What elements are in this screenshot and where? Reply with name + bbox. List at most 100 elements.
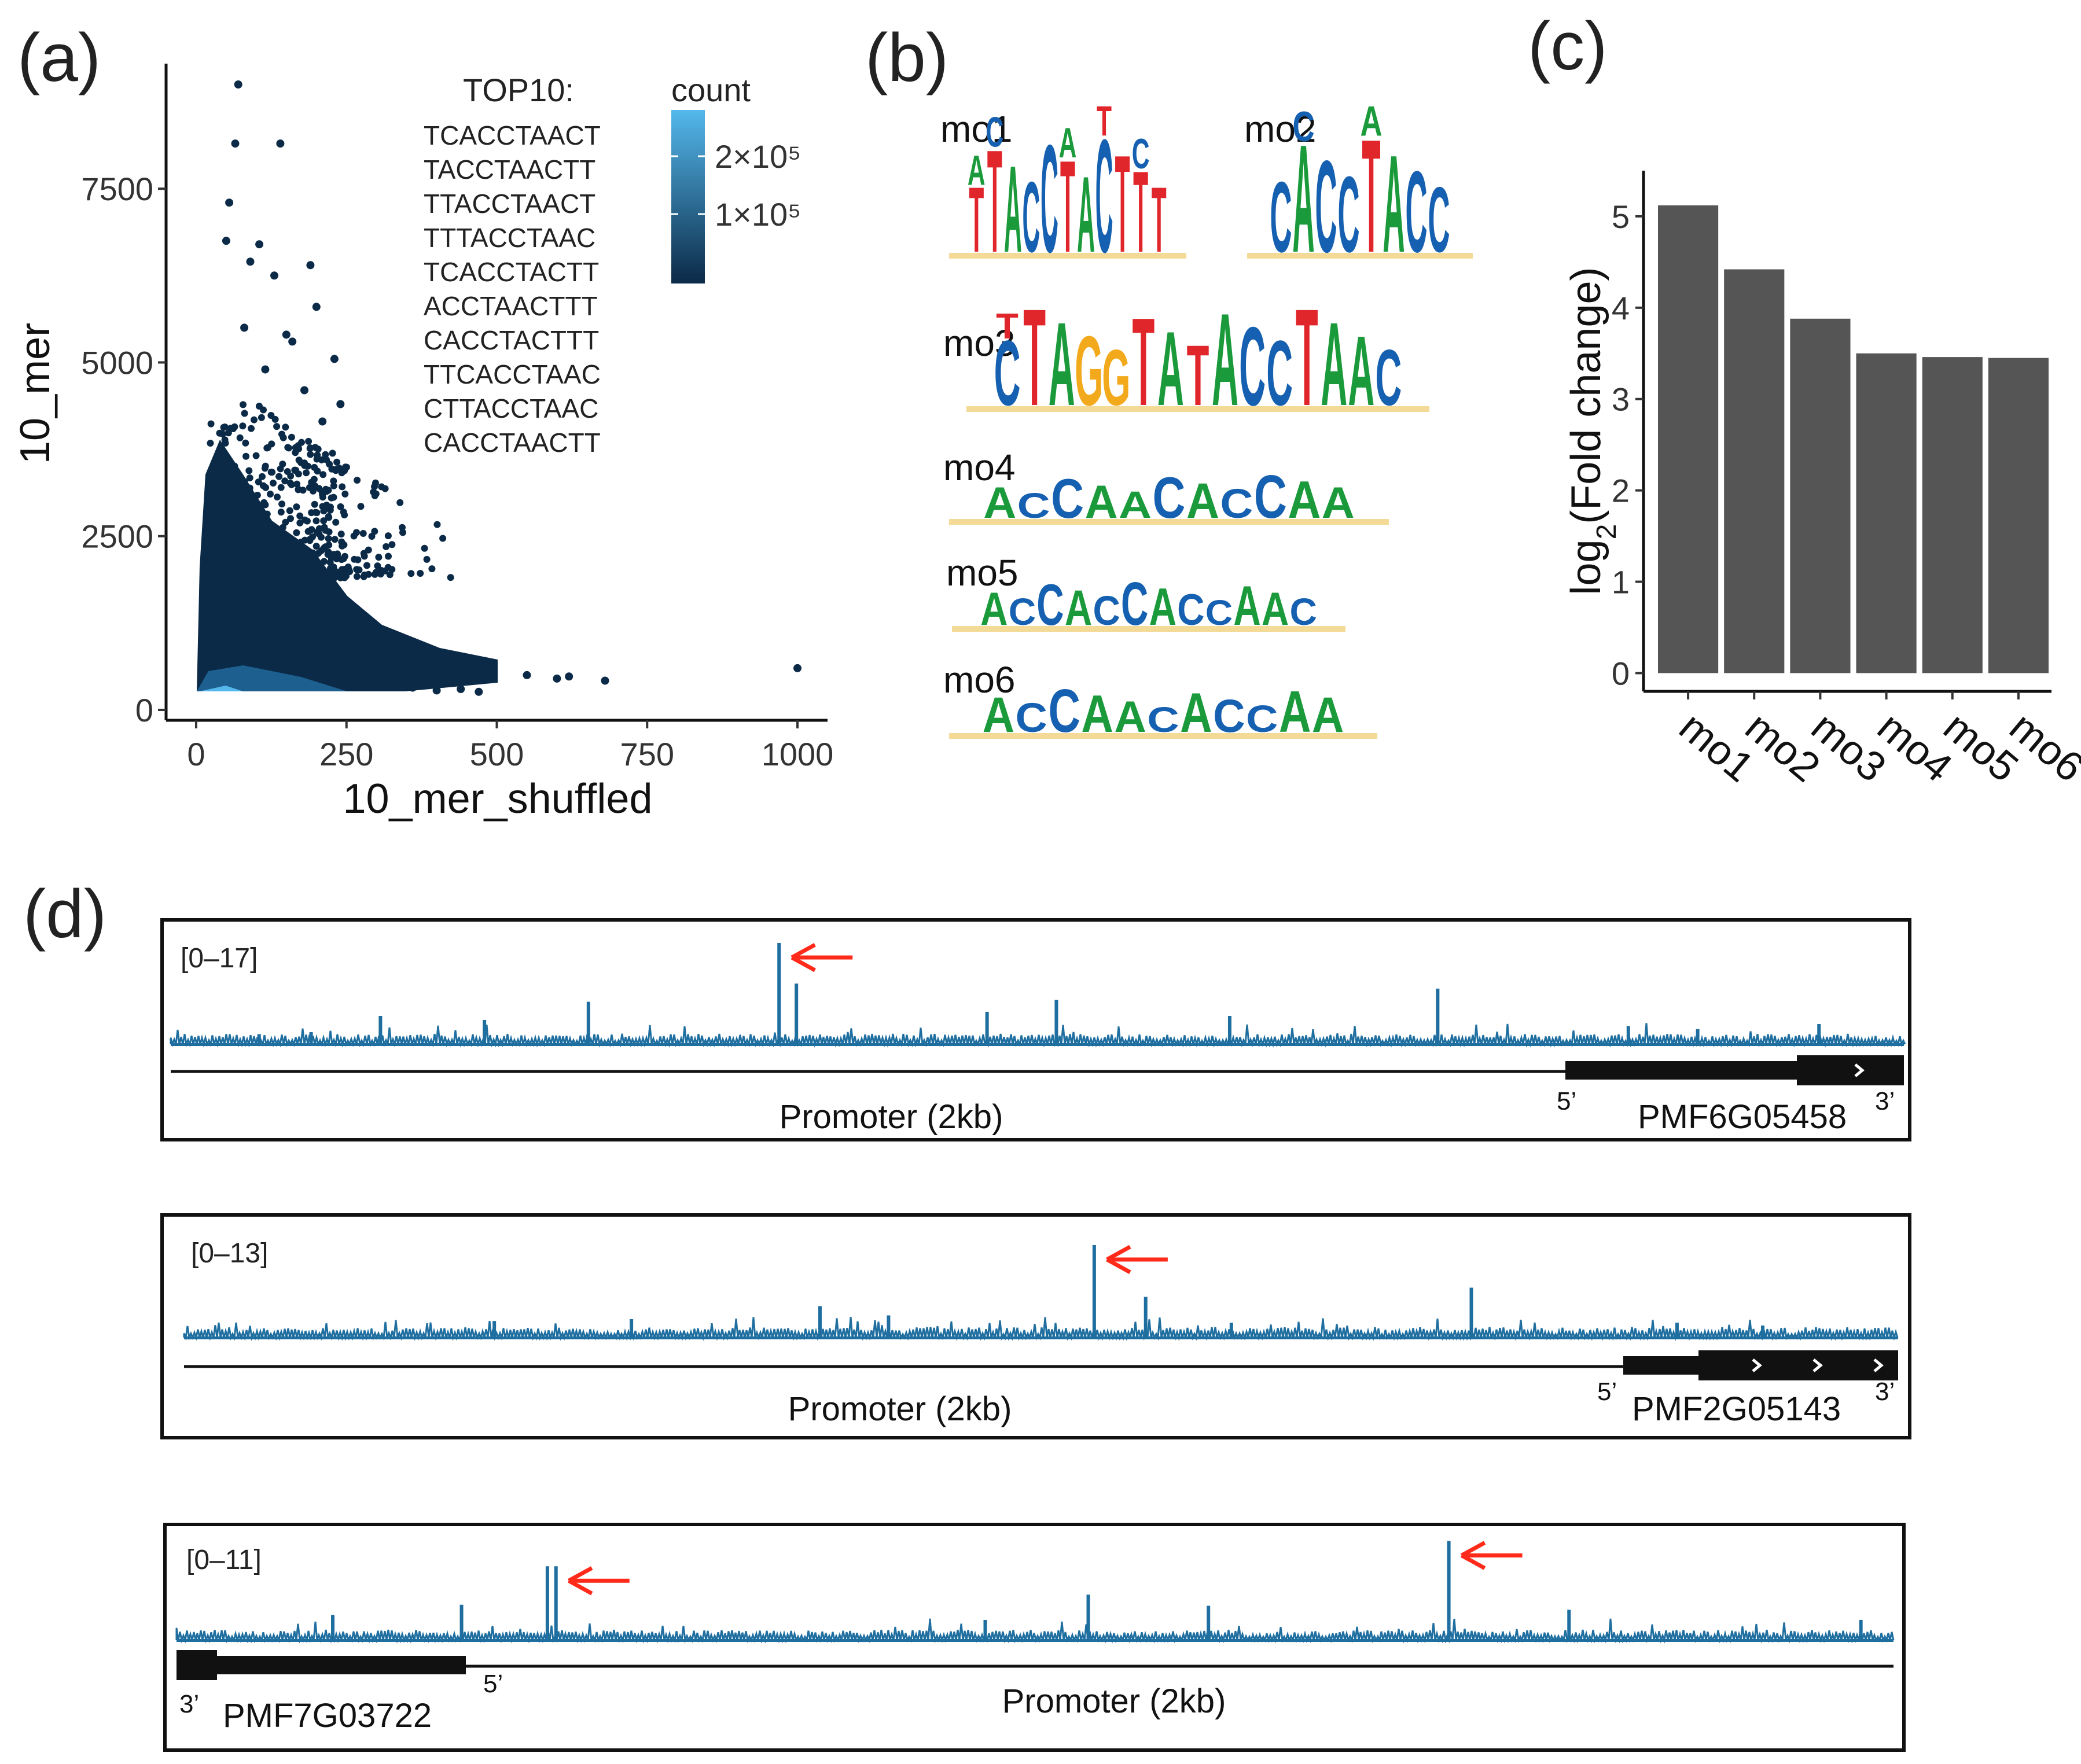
three-prime-1: 3’ bbox=[1875, 1087, 1895, 1115]
track-peak bbox=[795, 984, 799, 1044]
scatter-point bbox=[553, 674, 561, 683]
scatter-point bbox=[265, 574, 273, 581]
scatter-point bbox=[306, 574, 313, 581]
scatter-point bbox=[231, 462, 238, 470]
gene-label-2: PMF2G05143 bbox=[1632, 1390, 1841, 1428]
logo-letter: A bbox=[1321, 299, 1347, 430]
scatter-point bbox=[377, 566, 385, 574]
bar-mo5 bbox=[1922, 357, 1983, 673]
c-y-axis-title: log2(Fold change) bbox=[1563, 267, 1622, 595]
scatter-point bbox=[325, 548, 332, 556]
logo-letter: C bbox=[1036, 573, 1064, 638]
c-y-tick-label: 5 bbox=[1612, 198, 1630, 235]
track-axis bbox=[171, 1043, 1904, 1046]
scatter-point bbox=[523, 671, 531, 679]
scatter-point bbox=[242, 517, 250, 525]
logo-letter: A bbox=[1085, 476, 1118, 528]
gene-label-3: PMF7G03722 bbox=[223, 1697, 432, 1734]
scatter-point bbox=[220, 524, 228, 531]
track-2-signal bbox=[183, 1244, 1899, 1380]
scatter-point bbox=[279, 524, 286, 531]
x-ticks: 0 250 500 750 1000 bbox=[187, 720, 833, 772]
scatter-point bbox=[318, 417, 327, 426]
scatter-point bbox=[229, 498, 236, 506]
scatter-point bbox=[236, 543, 244, 550]
track-peak bbox=[378, 1016, 383, 1044]
scatter-point bbox=[282, 572, 289, 579]
scatter-point bbox=[295, 442, 302, 450]
bar-mo6 bbox=[1988, 358, 2049, 673]
logo-letter: A bbox=[1322, 478, 1355, 527]
scatter-point bbox=[421, 544, 428, 552]
scatter-point bbox=[217, 459, 225, 466]
track-peak bbox=[630, 1319, 634, 1338]
logo-letter: A bbox=[1049, 299, 1075, 430]
logo-baseline bbox=[949, 253, 1186, 259]
scatter-point bbox=[246, 474, 253, 481]
logo-letter: T bbox=[1362, 105, 1380, 286]
scatter-point bbox=[230, 520, 238, 528]
three-prime-3: 3’ bbox=[179, 1690, 199, 1718]
logo-letter: A bbox=[980, 582, 1008, 635]
track-peak bbox=[1092, 1245, 1096, 1338]
scatter-point bbox=[386, 571, 394, 579]
scatter-point bbox=[267, 412, 275, 419]
scatter-point bbox=[354, 477, 361, 484]
scatter-point bbox=[270, 480, 277, 487]
scatter-point bbox=[236, 434, 244, 441]
panel-label-a: (a) bbox=[17, 20, 101, 96]
track-range-1: [0–17] bbox=[181, 943, 258, 974]
logo-letter: A bbox=[1262, 582, 1289, 635]
scatter-point bbox=[363, 562, 370, 569]
scatter-point bbox=[262, 501, 269, 509]
scatter-point bbox=[341, 467, 348, 474]
scatter-point bbox=[252, 452, 260, 459]
scatter-point bbox=[289, 553, 296, 560]
scatter-point bbox=[309, 533, 317, 540]
three-prime-2: 3’ bbox=[1875, 1378, 1895, 1406]
scatter-point bbox=[332, 568, 339, 575]
scatter-point bbox=[276, 139, 285, 148]
logo-letter: C bbox=[1246, 698, 1278, 741]
top10-item: TTCACCTAAC bbox=[424, 359, 601, 389]
logo-letter: C bbox=[1121, 569, 1148, 638]
logo-letter: G bbox=[1075, 316, 1103, 426]
scatter-point bbox=[339, 483, 346, 491]
scatter-point bbox=[340, 509, 347, 516]
logo-letter: C bbox=[1220, 481, 1253, 527]
scatter-point bbox=[372, 479, 379, 487]
c-y-title-rest: (Fold change) bbox=[1563, 267, 1609, 524]
scatter-point bbox=[280, 534, 288, 542]
logo-letter: C bbox=[986, 108, 1003, 156]
scatter-point bbox=[329, 450, 336, 457]
scatter-point bbox=[225, 198, 234, 207]
scatter-point bbox=[207, 574, 215, 581]
scatter-point bbox=[311, 482, 319, 489]
track-peak bbox=[1054, 1000, 1058, 1044]
strand-chevron bbox=[1873, 1358, 1884, 1372]
scatter-point bbox=[322, 570, 330, 577]
track-peak bbox=[1229, 1323, 1233, 1338]
scatter-point bbox=[242, 439, 249, 447]
scatter-point bbox=[246, 484, 253, 492]
logo-letter: T bbox=[969, 168, 984, 271]
strand-chevron bbox=[1752, 1358, 1762, 1372]
scatter-point bbox=[263, 510, 271, 518]
scatter-point bbox=[304, 528, 312, 535]
legend-title: count bbox=[671, 72, 751, 108]
promoter-label-3: Promoter (2kb) bbox=[1002, 1682, 1226, 1720]
c-x-tick-label: mo6 bbox=[2001, 704, 2081, 791]
scatter-point bbox=[220, 423, 227, 431]
logo-letter: C bbox=[1040, 113, 1058, 285]
logo-letter: C bbox=[1205, 594, 1233, 632]
scatter-point bbox=[235, 537, 242, 544]
motif-label-mo1: mo1 bbox=[940, 108, 1013, 150]
motif-label-mo3: mo3 bbox=[943, 322, 1016, 364]
logo-letter: T bbox=[996, 306, 1019, 346]
scatter-point bbox=[215, 513, 223, 520]
scatter-point bbox=[311, 444, 319, 451]
scatter-point bbox=[219, 452, 227, 459]
logo-letter: C bbox=[1009, 590, 1036, 633]
y-axis-title: 10_mer bbox=[12, 323, 58, 464]
y-tick-label: 5000 bbox=[81, 344, 153, 381]
